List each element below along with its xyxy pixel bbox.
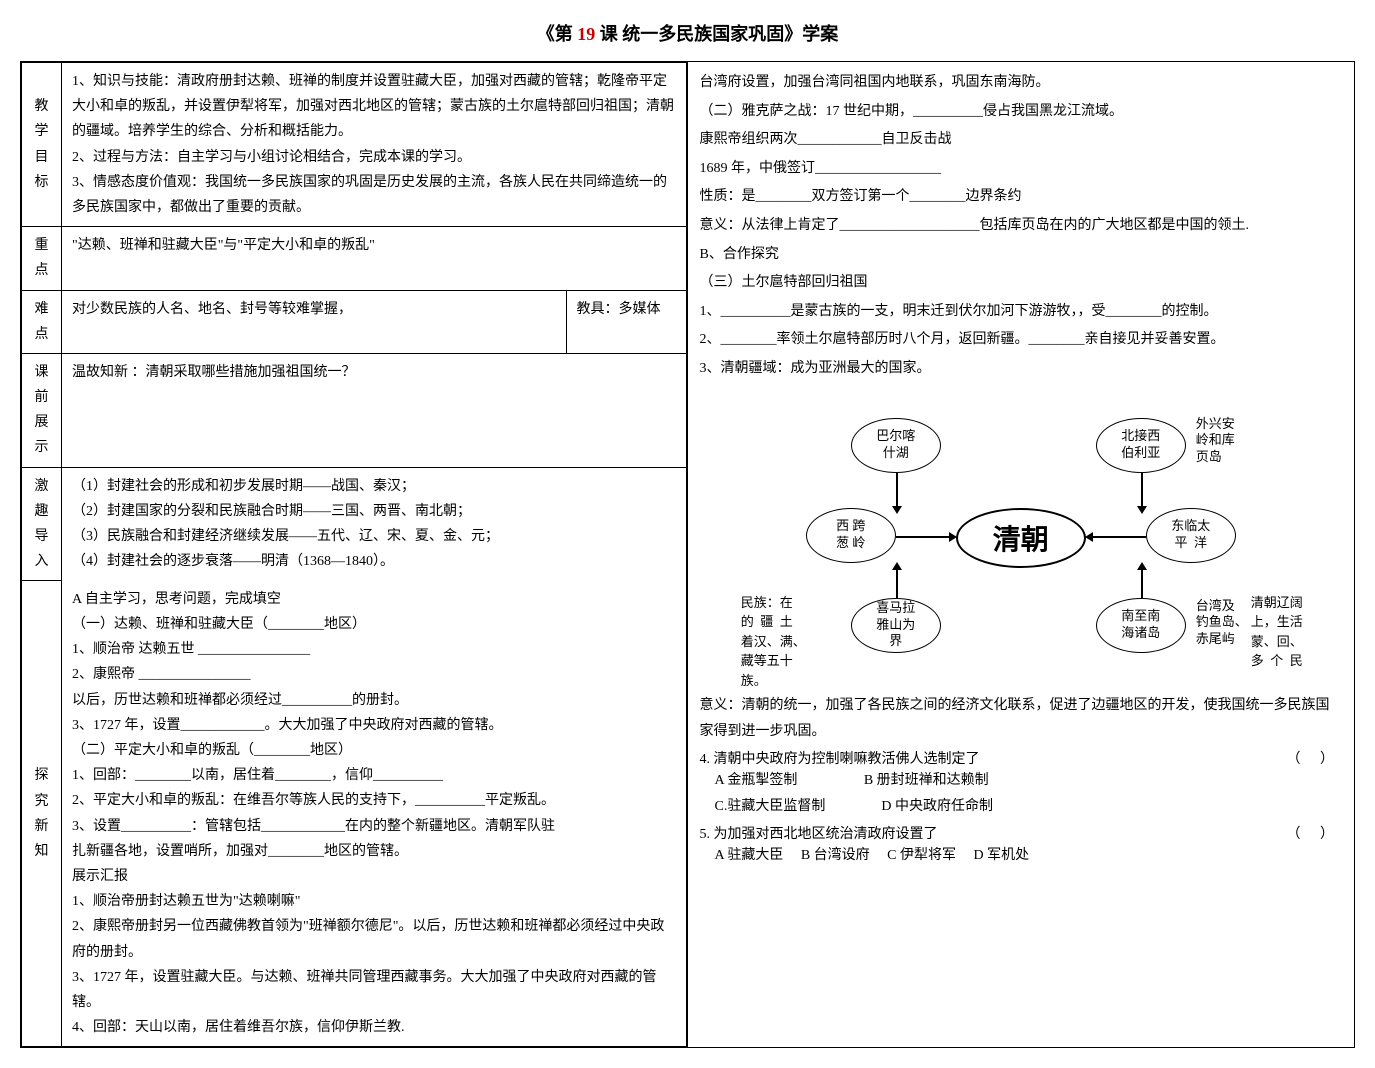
right-line: 性质：是________双方签订第一个________边界条约 bbox=[700, 184, 1343, 211]
diagram-node-bl: 喜马拉 雅山为 界 bbox=[851, 598, 941, 653]
explore-line: 3、1727 年，设置____________。大大加强了中央政府对西藏的管辖。 bbox=[72, 713, 676, 738]
lesson-table: 教 学 目 标 1、知识与技能：清政府册封达赖、班禅的制度并设置驻藏大臣，加强对… bbox=[21, 62, 687, 1047]
row-label-intro: 激 趣 导入 bbox=[22, 467, 62, 581]
explore-line: 以后，历世达赖和班禅都必须经过__________的册封。 bbox=[72, 688, 676, 713]
table-row: 难点 对少数民族的人名、地名、封号等较难掌握， 教具：多媒体 bbox=[22, 290, 687, 353]
row-label-preclass: 课 前 展示 bbox=[22, 353, 62, 467]
right-line: 康熙帝组织两次____________自卫反击战 bbox=[700, 127, 1343, 154]
arrow-icon bbox=[896, 568, 898, 598]
explore-line: 3、1727 年，设置驻藏大臣。与达赖、班禅共同管理西藏事务。大大加强了中央政府… bbox=[72, 965, 676, 1015]
teaching-tool: 教具：多媒体 bbox=[566, 290, 686, 353]
difficulty-content: 对少数民族的人名、地名、封号等较难掌握， bbox=[62, 290, 567, 353]
qing-dynasty-diagram: 清朝 巴尔喀 什湖 北接西 伯利亚 西 跨 葱 岭 东临太 平 洋 喜马拉 雅山… bbox=[746, 398, 1296, 678]
explore-line: 1、顺治帝册封达赖五世为"达赖喇嘛" bbox=[72, 889, 676, 914]
explore-content: A 自主学习，思考问题，完成填空 （一）达赖、班禅和驻藏大臣（________地… bbox=[62, 581, 687, 1047]
diagram-label-br: 台湾及 钓鱼岛、 赤尾屿 bbox=[1196, 598, 1248, 649]
question-text: 4. 清朝中央政府为控制喇嘛教活佛人选制定了 bbox=[700, 748, 980, 768]
explore-line: A 自主学习，思考问题，完成填空 bbox=[72, 587, 676, 612]
explore-line: 2、康熙帝 ________________ bbox=[72, 662, 676, 687]
diagram-label-tr: 外兴安 岭和库 页岛 bbox=[1196, 416, 1235, 467]
explore-line: （二）平定大小和卓的叛乱（________地区） bbox=[72, 738, 676, 763]
table-row: 教 学 目 标 1、知识与技能：清政府册封达赖、班禅的制度并设置驻藏大臣，加强对… bbox=[22, 63, 687, 227]
question-4: 4. 清朝中央政府为控制喇嘛教活佛人选制定了 （ ） bbox=[700, 748, 1343, 768]
table-row: 课 前 展示 温故知新 ：清朝采取哪些措施加强祖国统一？ bbox=[22, 353, 687, 467]
explore-line: 4、回部：天山以南，居住着维吾尔族，信仰伊斯兰教. bbox=[72, 1015, 676, 1040]
table-row: 激 趣 导入 （1）封建社会的形成和初步发展时期——战国、秦汉； （2）封建国家… bbox=[22, 467, 687, 581]
explore-line: 展示汇报 bbox=[72, 864, 676, 889]
right-line: 1689 年，中俄签订__________________ bbox=[700, 156, 1343, 183]
diagram-node-ml: 西 跨 葱 岭 bbox=[806, 508, 896, 563]
diagram-node-tr: 北接西 伯利亚 bbox=[1096, 418, 1186, 473]
diagram-center: 清朝 bbox=[956, 508, 1086, 568]
explore-line: 1、回部：________以南，居住着________，信仰__________ bbox=[72, 763, 676, 788]
right-line: （二）雅克萨之战：17 世纪中期，__________侵占我国黑龙江流域。 bbox=[700, 99, 1343, 126]
arrow-icon bbox=[1141, 473, 1143, 508]
explore-line: 2、康熙帝册封另一位西藏佛教首领为"班禅额尔德尼"。以后，历世达赖和班禅都必须经… bbox=[72, 914, 676, 964]
question-options: A 金瓶掣签制 B 册封班禅和达赖制 C.驻藏大臣监督制 D 中央政府任命制 bbox=[700, 768, 1343, 821]
row-label-explore: 探 究 新知 bbox=[22, 581, 62, 1047]
right-line: （三）土尔扈特部回归祖国 bbox=[700, 270, 1343, 297]
arrow-icon bbox=[1141, 568, 1143, 598]
question-paren: （ ） bbox=[1287, 823, 1343, 843]
title-prefix: 《第 bbox=[537, 24, 578, 44]
main-container: 教 学 目 标 1、知识与技能：清政府册封达赖、班禅的制度并设置驻藏大臣，加强对… bbox=[20, 61, 1355, 1048]
right-line: B、合作探究 bbox=[700, 242, 1343, 269]
title-number: 19 bbox=[577, 24, 595, 44]
diagram-node-mr: 东临太 平 洋 bbox=[1146, 508, 1236, 563]
right-line: 2、________率领土尔扈特部历时八个月，返回新疆。________亲自接见… bbox=[700, 327, 1343, 354]
keypoint-content: "达赖、班禅和驻藏大臣"与"平定大小和卓的叛乱" bbox=[62, 227, 687, 290]
question-options: A 驻藏大臣 B 台湾设府 C 伊犁将军 D 军机处 bbox=[700, 843, 1343, 870]
left-column: 教 学 目 标 1、知识与技能：清政府册封达赖、班禅的制度并设置驻藏大臣，加强对… bbox=[20, 61, 688, 1048]
diagram-node-br: 南至南 海诸岛 bbox=[1096, 598, 1186, 653]
explore-line: 3、设置__________：管辖包括____________在内的整个新疆地区… bbox=[72, 814, 676, 839]
explore-line: 1、顺治帝 达赖五世 ________________ bbox=[72, 637, 676, 662]
table-row: 重点 "达赖、班禅和驻藏大臣"与"平定大小和卓的叛乱" bbox=[22, 227, 687, 290]
goals-content: 1、知识与技能：清政府册封达赖、班禅的制度并设置驻藏大臣，加强对西藏的管辖；乾隆… bbox=[62, 63, 687, 227]
right-line: 1、__________是蒙古族的一支，明末迁到伏尔加河下游游牧，，受_____… bbox=[700, 299, 1343, 326]
right-line: 台湾府设置，加强台湾同祖国内地联系，巩固东南海防。 bbox=[700, 70, 1343, 97]
diagram-side-right: 清朝辽阔 上，生活 蒙、回、 多 个 民 bbox=[1251, 593, 1351, 671]
page-title: 《第 19 课 统一多民族国家巩固》学案 bbox=[20, 20, 1355, 46]
right-line: 3、清朝疆域：成为亚洲最大的国家。 bbox=[700, 356, 1343, 383]
arrow-icon bbox=[896, 473, 898, 508]
row-label-keypoint: 重点 bbox=[22, 227, 62, 290]
explore-line: （一）达赖、班禅和驻藏大臣（________地区） bbox=[72, 612, 676, 637]
diagram-node-tl: 巴尔喀 什湖 bbox=[851, 418, 941, 473]
diagram-side-left: 民族：在 的 疆 土 着汉、满、 藏等五十 族。 bbox=[741, 593, 806, 691]
explore-line: 扎新疆各地，设置哨所，加强对________地区的管辖。 bbox=[72, 839, 676, 864]
right-line: 意义：从法律上肯定了____________________包括库页岛在内的广大… bbox=[700, 213, 1343, 240]
intro-content: （1）封建社会的形成和初步发展时期——战国、秦汉； （2）封建国家的分裂和民族融… bbox=[62, 467, 687, 581]
title-text: 课 统一多民族国家巩固》学案 bbox=[595, 24, 838, 44]
row-label-difficulty: 难点 bbox=[22, 290, 62, 353]
right-column: 台湾府设置，加强台湾同祖国内地联系，巩固东南海防。 （二）雅克萨之战：17 世纪… bbox=[688, 61, 1356, 1048]
question-text: 5. 为加强对西北地区统治清政府设置了 bbox=[700, 823, 938, 843]
preclass-content: 温故知新 ：清朝采取哪些措施加强祖国统一？ bbox=[62, 353, 687, 467]
question-5: 5. 为加强对西北地区统治清政府设置了 （ ） bbox=[700, 823, 1343, 843]
arrow-icon bbox=[896, 536, 951, 538]
explore-line: 2、平定大小和卓的叛乱：在维吾尔等族人民的支持下，__________平定叛乱。 bbox=[72, 788, 676, 813]
row-label-goals: 教 学 目 标 bbox=[22, 63, 62, 227]
question-paren: （ ） bbox=[1287, 748, 1343, 768]
arrow-icon bbox=[1091, 536, 1146, 538]
table-row: 探 究 新知 A 自主学习，思考问题，完成填空 （一）达赖、班禅和驻藏大臣（__… bbox=[22, 581, 687, 1047]
meaning-text: 意义：清朝的统一，加强了各民族之间的经济文化联系，促进了边疆地区的开发，使我国统… bbox=[700, 693, 1343, 746]
